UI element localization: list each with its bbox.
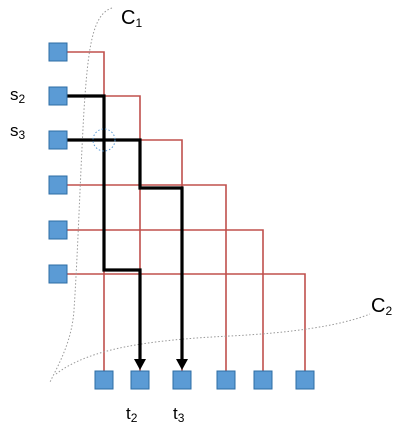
sink-node-5 — [253, 370, 273, 390]
wire-4 — [58, 184, 227, 380]
source-node-2 — [48, 86, 68, 106]
cut-curves — [49, 7, 371, 383]
sink-node-1 — [94, 370, 114, 390]
terminal-nodes — [48, 42, 315, 390]
curve-c2 — [55, 313, 371, 375]
source-node-6 — [48, 264, 68, 284]
source-node-3 — [48, 130, 68, 150]
path-s2-t2 — [58, 94, 142, 362]
label-c2: C2 — [371, 295, 393, 318]
wire-5 — [58, 229, 264, 380]
path-s3-t3 — [58, 138, 184, 362]
label-t2: t2 — [126, 404, 138, 425]
sink-node-3 — [172, 370, 192, 390]
label-s2: s2 — [10, 85, 26, 106]
source-node-4 — [48, 175, 68, 195]
sink-node-4 — [216, 370, 236, 390]
crossing-marker — [92, 128, 116, 152]
arrowhead-t2 — [134, 359, 146, 370]
sink-node-6 — [295, 370, 315, 390]
source-node-1 — [48, 42, 68, 62]
routed-paths — [58, 94, 188, 370]
source-node-5 — [48, 220, 68, 240]
label-s3: s3 — [10, 121, 26, 142]
label-c1: C1 — [121, 7, 143, 30]
arrowhead-t3 — [176, 359, 188, 370]
sink-node-2 — [130, 370, 150, 390]
crossing-circle — [92, 128, 116, 152]
curve-c1 — [49, 7, 113, 383]
label-t3: t3 — [173, 404, 185, 425]
